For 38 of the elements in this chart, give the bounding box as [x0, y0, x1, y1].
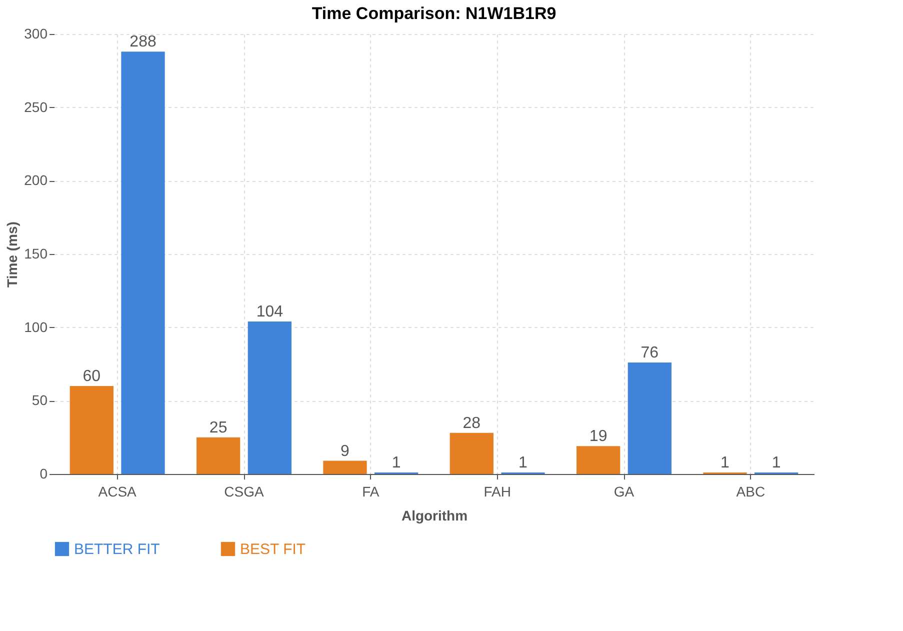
bar	[323, 460, 367, 474]
bar	[196, 437, 240, 474]
data-label: 104	[256, 303, 284, 320]
bar	[628, 362, 672, 474]
x-tick-label: GA	[614, 484, 635, 500]
data-label: 1	[720, 454, 730, 472]
data-label: 19	[589, 428, 608, 446]
bar	[576, 446, 620, 474]
y-tick-label: 200	[24, 172, 48, 188]
y-tick-label: 50	[32, 392, 48, 408]
data-label: 9	[340, 442, 350, 460]
y-tick-label: 0	[40, 466, 48, 482]
data-label: 288	[130, 34, 156, 51]
data-label: 1	[392, 454, 401, 472]
y-tick-label: 300	[24, 26, 48, 42]
y-axis-title: Time (ms)	[4, 222, 20, 288]
data-label: 76	[640, 344, 659, 362]
x-axis-title: Algorithm	[401, 508, 468, 524]
bar	[121, 52, 165, 474]
bar	[450, 432, 494, 474]
bar	[70, 386, 114, 474]
y-tick-label: 250	[24, 98, 48, 115]
x-tick-label: ACSA	[98, 484, 138, 500]
x-tick-label: CSGA	[224, 484, 264, 500]
legend-label: BETTER FIT	[74, 541, 160, 558]
data-label: 60	[82, 368, 101, 385]
y-tick-label: 150	[24, 246, 48, 262]
legend-label: BEST FIT	[240, 541, 306, 558]
bar	[248, 321, 292, 474]
data-label: 1	[772, 454, 781, 472]
x-tick-label: FA	[362, 484, 380, 500]
data-label: 28	[462, 414, 481, 432]
chart-title: Time Comparison: N1W1B1R9	[312, 4, 556, 23]
data-label: 25	[209, 419, 228, 436]
data-label: 1	[518, 454, 528, 472]
y-tick-label: 100	[24, 318, 48, 335]
x-tick-label: FAH	[484, 484, 511, 500]
x-tick-label: ABC	[736, 484, 766, 500]
